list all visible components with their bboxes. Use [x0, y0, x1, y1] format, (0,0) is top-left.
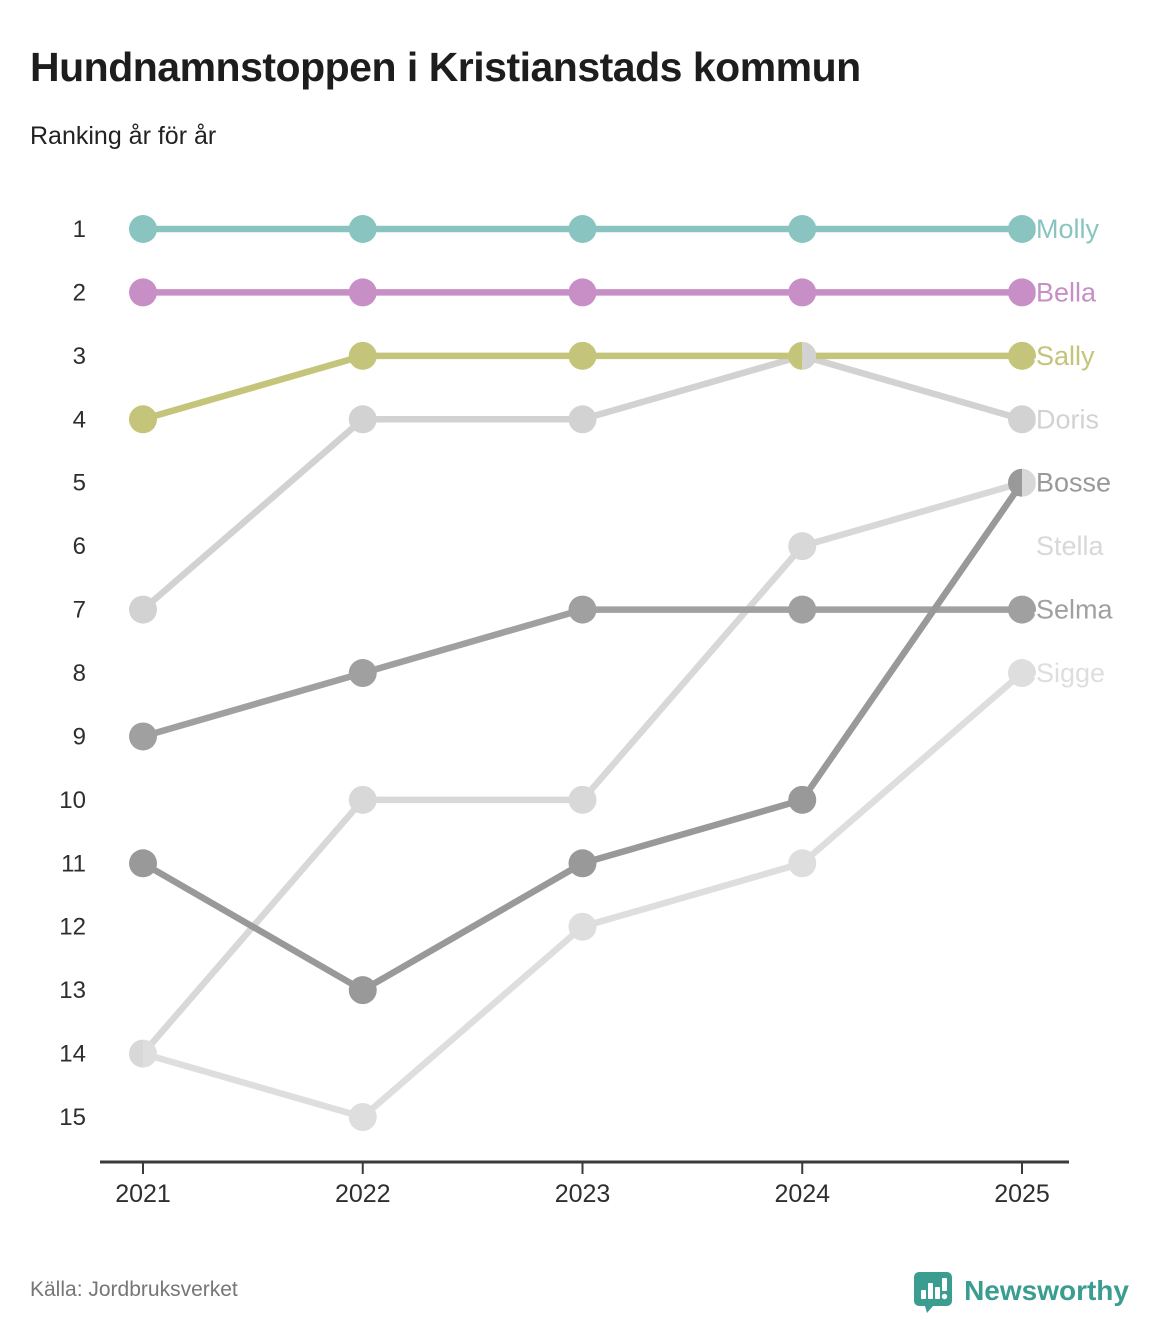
point-selma-2022 [348, 659, 377, 688]
y-tick-label-14: 14 [59, 1041, 86, 1068]
x-tick-label-2022: 2022 [335, 1180, 391, 1208]
point-doris-2021 [129, 595, 157, 624]
point-sally-2021 [129, 405, 157, 434]
page-subtitle: Ranking år för år [30, 122, 217, 150]
point-bosse-2021 [129, 849, 157, 878]
series-label-bella: Bella [1036, 277, 1097, 307]
y-tick-label-9: 9 [73, 723, 86, 750]
x-tick-label-2021: 2021 [115, 1180, 171, 1208]
point-bosse-2023 [568, 849, 597, 878]
point-selma-2021 [129, 722, 157, 751]
point-stella-2023 [568, 785, 597, 814]
x-tick-label-2024: 2024 [774, 1180, 830, 1208]
page-title: Hundnamnstoppen i Kristianstads kommun [30, 44, 861, 90]
point-bella-2023 [568, 278, 597, 307]
point-sigge-2021 [143, 1039, 157, 1068]
point-sigge-2022 [348, 1103, 377, 1132]
point-selma-2025 [1008, 595, 1036, 624]
point-bella-2021 [129, 278, 157, 307]
y-tick-label-13: 13 [59, 977, 86, 1004]
point-stella-2024 [788, 532, 817, 561]
series-label-sigge: Sigge [1036, 658, 1105, 688]
point-bosse-2025 [1008, 468, 1022, 497]
y-tick-label-2: 2 [73, 279, 86, 306]
point-doris-2023 [568, 405, 597, 434]
point-doris-2024 [802, 341, 817, 370]
y-tick-label-4: 4 [73, 406, 86, 433]
y-tick-label-10: 10 [59, 787, 86, 814]
y-tick-label-8: 8 [73, 660, 86, 687]
point-sigge-2025 [1008, 659, 1036, 688]
series-label-stella: Stella [1036, 531, 1105, 561]
point-bella-2022 [348, 278, 377, 307]
y-tick-label-7: 7 [73, 597, 86, 624]
brand-logo-link[interactable]: Newsworthy [912, 1268, 1129, 1314]
point-molly-2022 [348, 215, 377, 243]
point-doris-2025 [1008, 405, 1036, 434]
series-label-doris: Doris [1036, 404, 1099, 434]
y-tick-label-15: 15 [59, 1104, 86, 1131]
y-tick-label-3: 3 [73, 343, 86, 370]
y-tick-label-11: 11 [61, 850, 86, 877]
point-bella-2024 [788, 278, 817, 307]
point-sally-2025 [1008, 341, 1036, 370]
series-label-sally: Sally [1036, 341, 1095, 371]
point-sally-2023 [568, 341, 597, 370]
point-bosse-2024 [788, 785, 817, 814]
newsworthy-icon [914, 1272, 953, 1313]
point-stella-2022 [348, 785, 377, 814]
point-stella-2025 [1022, 468, 1036, 497]
point-bosse-2022 [348, 976, 377, 1005]
source-note: Källa: Jordbruksverket [30, 1278, 238, 1301]
point-selma-2023 [568, 595, 597, 624]
series-label-bosse: Bosse [1036, 468, 1111, 498]
y-tick-label-5: 5 [73, 470, 86, 497]
line-sigge [142, 670, 1025, 1121]
series-label-selma: Selma [1036, 595, 1114, 625]
point-molly-2024 [788, 215, 817, 243]
line-stella [140, 479, 1023, 1056]
series-label-molly: Molly [1036, 214, 1100, 244]
point-sally-2024 [788, 341, 803, 370]
point-molly-2025 [1008, 215, 1036, 243]
point-stella-2021 [129, 1039, 143, 1068]
y-tick-label-1: 1 [73, 216, 86, 243]
brand-name: Newsworthy [964, 1275, 1129, 1306]
point-sigge-2024 [788, 849, 817, 878]
point-bella-2025 [1008, 278, 1036, 307]
line-doris [140, 352, 1023, 613]
x-tick-label-2023: 2023 [555, 1180, 611, 1208]
x-tick-label-2025: 2025 [994, 1180, 1050, 1208]
point-selma-2024 [788, 595, 817, 624]
point-doris-2022 [348, 405, 377, 434]
point-molly-2021 [129, 215, 157, 243]
point-sigge-2023 [568, 912, 597, 941]
y-tick-label-12: 12 [59, 914, 86, 941]
y-tick-label-6: 6 [73, 533, 86, 560]
point-molly-2023 [568, 215, 597, 243]
point-sally-2022 [348, 341, 377, 370]
